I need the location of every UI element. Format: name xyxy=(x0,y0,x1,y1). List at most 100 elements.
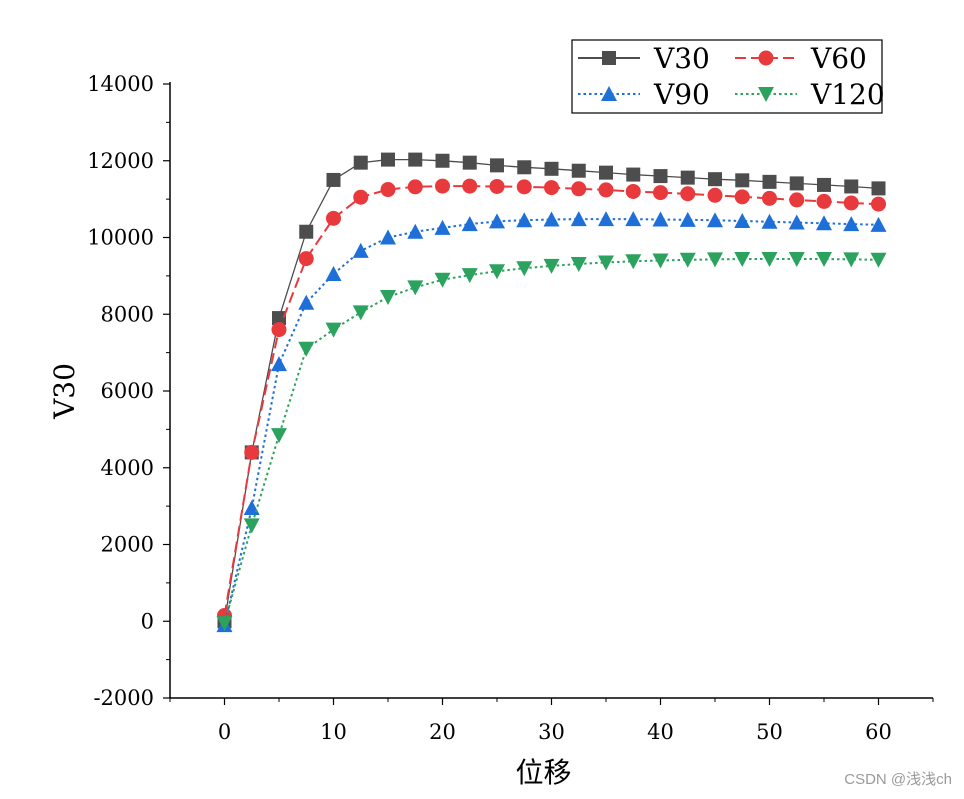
data-point xyxy=(652,253,669,269)
data-point xyxy=(734,212,751,228)
data-point xyxy=(652,211,669,227)
data-point xyxy=(708,172,722,187)
data-point xyxy=(461,216,478,232)
data-point xyxy=(762,190,777,206)
legend-marker xyxy=(601,86,617,101)
data-point xyxy=(380,289,396,305)
data-point xyxy=(544,180,559,196)
series-v120 xyxy=(216,251,887,632)
data-point xyxy=(298,341,315,357)
data-point xyxy=(598,182,614,198)
data-point xyxy=(352,305,369,321)
data-point xyxy=(298,251,314,267)
x-tick-label: 0 xyxy=(218,720,231,744)
data-point xyxy=(435,153,450,168)
data-point xyxy=(516,261,533,277)
data-point xyxy=(679,252,696,268)
data-point xyxy=(843,216,860,232)
data-point xyxy=(816,193,832,209)
data-point xyxy=(788,251,805,267)
data-point xyxy=(489,264,505,280)
legend-box xyxy=(571,39,883,114)
series-layer xyxy=(216,152,887,633)
data-point xyxy=(761,251,778,267)
data-point xyxy=(570,211,587,227)
data-point xyxy=(407,280,424,296)
y-tick-label: 6000 xyxy=(101,379,154,403)
data-point xyxy=(761,213,778,229)
data-point xyxy=(735,173,750,188)
data-point xyxy=(353,155,368,170)
data-point xyxy=(407,223,424,239)
data-point xyxy=(381,152,395,167)
data-point xyxy=(326,172,341,187)
series-v60 xyxy=(217,178,886,623)
data-point xyxy=(707,187,723,203)
data-point xyxy=(626,167,641,182)
legend-item-v120: V120 xyxy=(735,78,885,111)
data-point xyxy=(244,444,260,460)
data-point xyxy=(653,185,668,201)
data-point xyxy=(434,272,451,288)
data-point xyxy=(598,255,614,271)
data-point xyxy=(816,215,832,231)
data-point xyxy=(707,212,723,228)
data-point xyxy=(325,265,342,281)
legend-marker xyxy=(602,51,616,65)
legend-item-v90: V90 xyxy=(578,78,710,111)
data-point xyxy=(543,211,560,227)
data-point xyxy=(543,258,560,274)
legend: V30 V60 V90 V120 xyxy=(571,39,885,114)
y-tick-label: 12000 xyxy=(87,149,154,173)
data-point xyxy=(489,213,505,229)
data-point xyxy=(707,252,723,268)
data-point xyxy=(788,214,805,230)
data-point xyxy=(380,182,396,198)
data-point xyxy=(408,152,423,167)
series-v90 xyxy=(216,211,887,633)
data-point xyxy=(271,322,287,338)
axes: 0 10 20 30 40 50 60 -2000 0 2000 4000 6000 8000 10000… xyxy=(48,72,934,789)
data-point xyxy=(544,161,559,176)
data-point xyxy=(598,211,614,227)
data-point xyxy=(680,186,696,202)
y-tick-label: -2000 xyxy=(93,686,154,710)
y-tick-label: 8000 xyxy=(101,302,154,326)
data-point xyxy=(843,195,859,211)
data-point xyxy=(816,251,832,267)
x-tick-label: 30 xyxy=(538,720,565,744)
data-point xyxy=(625,211,642,227)
data-point xyxy=(871,196,886,212)
data-point xyxy=(271,428,287,444)
x-tick-label: 50 xyxy=(756,720,783,744)
y-tick-label: 2000 xyxy=(101,533,154,557)
y-tick-label: 14000 xyxy=(87,72,154,96)
data-point xyxy=(734,189,750,205)
data-point xyxy=(326,210,341,226)
data-point xyxy=(299,224,314,239)
x-axis-title: 位移 xyxy=(515,756,571,789)
data-point xyxy=(571,163,586,178)
y-tick-label: 0 xyxy=(141,609,154,633)
data-point xyxy=(516,179,532,195)
x-tick-label: 40 xyxy=(647,720,674,744)
data-point xyxy=(380,229,396,245)
legend-label: V60 xyxy=(810,42,867,75)
series-line xyxy=(223,218,879,626)
data-point xyxy=(434,219,451,235)
legend-label: V120 xyxy=(810,78,885,111)
data-point xyxy=(625,254,642,270)
data-point xyxy=(843,252,860,268)
legend-label: V90 xyxy=(653,78,710,111)
data-point xyxy=(844,179,859,194)
watermark: CSDN @浅浅ch xyxy=(844,771,952,788)
x-tick-label: 60 xyxy=(865,720,892,744)
y-tick-label: 10000 xyxy=(87,226,154,250)
data-point xyxy=(352,242,369,258)
series-line xyxy=(223,185,879,616)
y-axis-title: V30 xyxy=(48,363,81,420)
data-point xyxy=(625,183,641,199)
data-point xyxy=(517,160,532,175)
data-point xyxy=(599,165,613,180)
